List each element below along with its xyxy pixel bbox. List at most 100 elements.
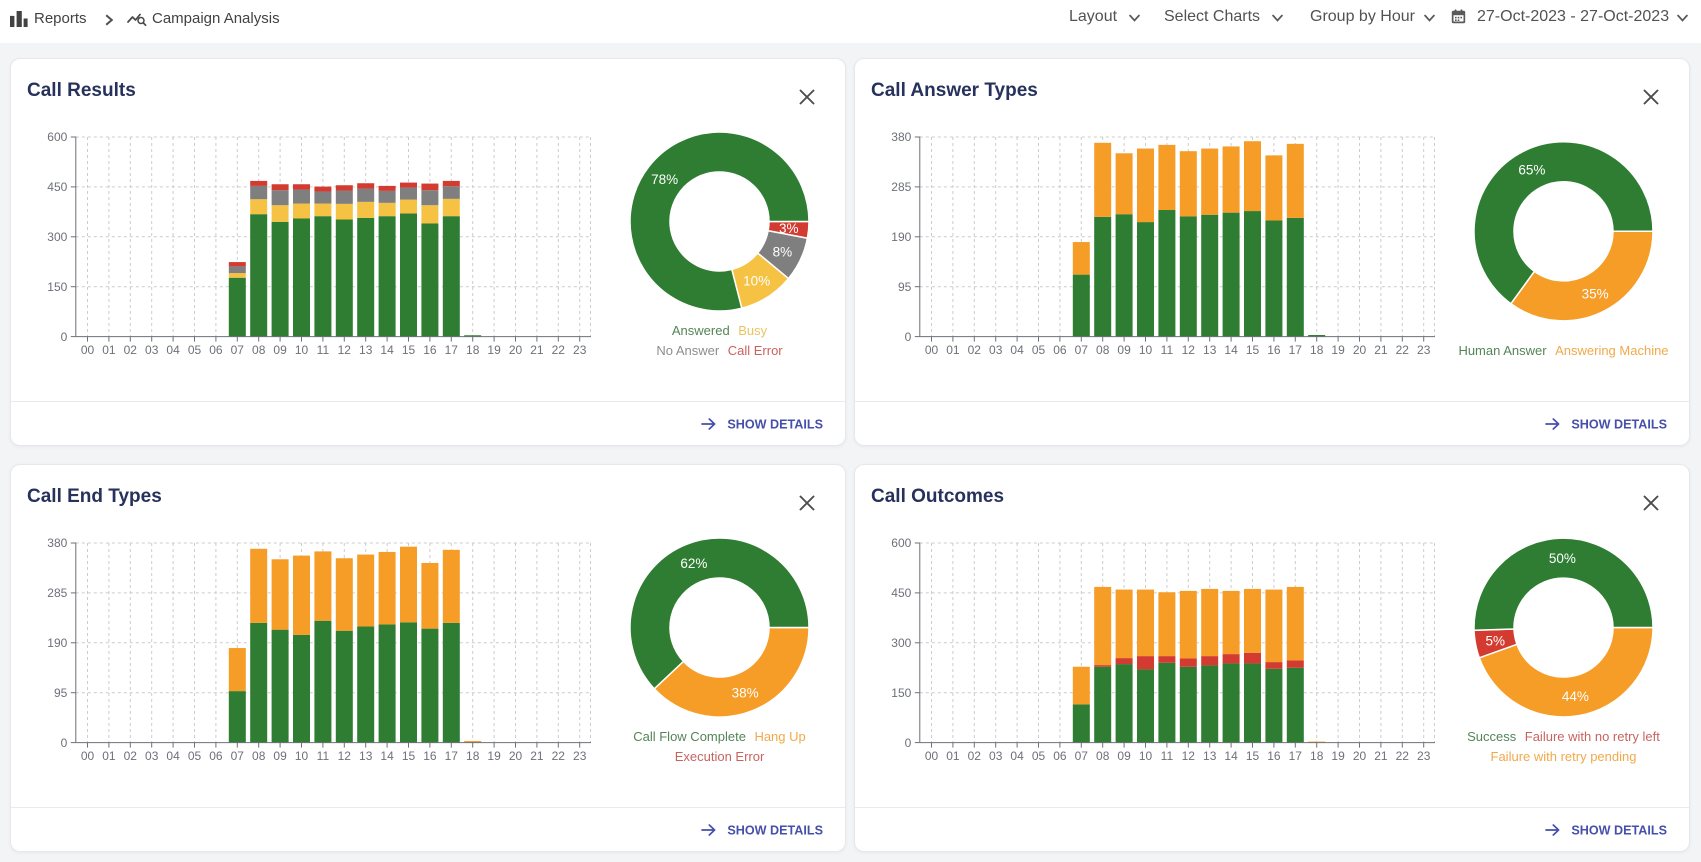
- svg-text:65%: 65%: [1518, 163, 1545, 178]
- svg-text:16: 16: [1267, 749, 1281, 763]
- svg-text:09: 09: [1117, 343, 1131, 357]
- svg-text:35%: 35%: [1582, 286, 1609, 301]
- svg-text:02: 02: [124, 343, 138, 357]
- svg-text:38%: 38%: [732, 685, 759, 700]
- svg-text:0: 0: [905, 736, 912, 750]
- svg-text:450: 450: [891, 586, 911, 600]
- svg-text:18: 18: [466, 343, 480, 357]
- svg-text:01: 01: [102, 749, 116, 763]
- svg-text:10%: 10%: [743, 273, 770, 288]
- svg-text:Failure with retry pending: Failure with retry pending: [1491, 749, 1637, 764]
- svg-text:11: 11: [1161, 749, 1174, 763]
- svg-text:05: 05: [188, 749, 202, 763]
- svg-text:13: 13: [1203, 749, 1217, 763]
- svg-text:22: 22: [1396, 749, 1410, 763]
- svg-text:03: 03: [145, 343, 159, 357]
- svg-text:44%: 44%: [1562, 689, 1589, 704]
- svg-text:10: 10: [1139, 343, 1153, 357]
- svg-text:21: 21: [1374, 343, 1388, 357]
- svg-text:16: 16: [423, 343, 437, 357]
- svg-text:22: 22: [552, 749, 566, 763]
- svg-text:50%: 50%: [1549, 551, 1576, 566]
- svg-text:11: 11: [317, 343, 330, 357]
- svg-text:95: 95: [898, 280, 912, 294]
- svg-text:09: 09: [273, 343, 287, 357]
- svg-text:03: 03: [989, 749, 1003, 763]
- svg-text:12: 12: [1182, 343, 1196, 357]
- svg-text:19: 19: [487, 749, 501, 763]
- svg-text:190: 190: [47, 636, 67, 650]
- svg-text:06: 06: [1053, 749, 1067, 763]
- svg-text:20: 20: [509, 749, 523, 763]
- svg-text:18: 18: [1310, 749, 1324, 763]
- svg-text:00: 00: [925, 749, 939, 763]
- svg-text:0: 0: [61, 330, 68, 344]
- svg-text:21: 21: [1374, 749, 1388, 763]
- svg-text:150: 150: [891, 686, 911, 700]
- svg-text:285: 285: [891, 180, 911, 194]
- svg-text:00: 00: [81, 749, 95, 763]
- svg-text:04: 04: [1010, 343, 1024, 357]
- svg-text:13: 13: [359, 343, 373, 357]
- svg-text:17: 17: [1289, 749, 1303, 763]
- svg-text:19: 19: [487, 343, 501, 357]
- svg-text:08: 08: [252, 343, 266, 357]
- svg-text:300: 300: [891, 636, 911, 650]
- svg-text:23: 23: [573, 343, 587, 357]
- svg-text:600: 600: [891, 536, 911, 550]
- svg-text:19: 19: [1331, 343, 1345, 357]
- svg-text:95: 95: [54, 686, 68, 700]
- svg-text:07: 07: [1075, 343, 1089, 357]
- svg-text:01: 01: [946, 343, 960, 357]
- svg-text:20: 20: [1353, 343, 1367, 357]
- svg-text:3%: 3%: [779, 221, 799, 236]
- svg-text:14: 14: [380, 343, 394, 357]
- svg-text:11: 11: [317, 749, 330, 763]
- svg-text:78%: 78%: [651, 172, 678, 187]
- svg-text:15: 15: [402, 343, 416, 357]
- svg-text:14: 14: [380, 749, 394, 763]
- svg-text:16: 16: [1267, 343, 1281, 357]
- svg-text:450: 450: [47, 180, 67, 194]
- svg-text:0: 0: [61, 736, 68, 750]
- svg-text:03: 03: [145, 749, 159, 763]
- svg-text:Execution Error: Execution Error: [675, 749, 765, 764]
- svg-text:12: 12: [338, 749, 352, 763]
- svg-text:10: 10: [295, 749, 309, 763]
- svg-text:10: 10: [295, 343, 309, 357]
- svg-text:17: 17: [445, 343, 459, 357]
- svg-text:01: 01: [102, 343, 116, 357]
- svg-text:03: 03: [989, 343, 1003, 357]
- svg-text:01: 01: [946, 749, 960, 763]
- svg-text:02: 02: [968, 749, 982, 763]
- svg-text:8%: 8%: [773, 244, 793, 259]
- svg-text:14: 14: [1224, 749, 1238, 763]
- svg-text:04: 04: [1010, 749, 1024, 763]
- svg-text:18: 18: [466, 749, 480, 763]
- svg-text:10: 10: [1139, 749, 1153, 763]
- svg-text:05: 05: [1032, 749, 1046, 763]
- svg-text:04: 04: [166, 749, 180, 763]
- svg-text:16: 16: [423, 749, 437, 763]
- svg-text:17: 17: [1289, 343, 1303, 357]
- svg-text:07: 07: [231, 749, 245, 763]
- svg-text:00: 00: [81, 343, 95, 357]
- svg-text:12: 12: [1182, 749, 1196, 763]
- svg-text:08: 08: [1096, 749, 1110, 763]
- svg-text:62%: 62%: [680, 556, 707, 571]
- svg-text:13: 13: [359, 749, 373, 763]
- svg-text:23: 23: [1417, 343, 1431, 357]
- svg-text:04: 04: [166, 343, 180, 357]
- svg-text:09: 09: [1117, 749, 1131, 763]
- svg-text:15: 15: [1246, 343, 1260, 357]
- svg-text:05: 05: [1032, 343, 1046, 357]
- svg-text:02: 02: [124, 749, 138, 763]
- svg-text:15: 15: [1246, 749, 1260, 763]
- svg-text:06: 06: [209, 749, 223, 763]
- svg-text:21: 21: [530, 749, 544, 763]
- svg-text:5%: 5%: [1485, 634, 1505, 649]
